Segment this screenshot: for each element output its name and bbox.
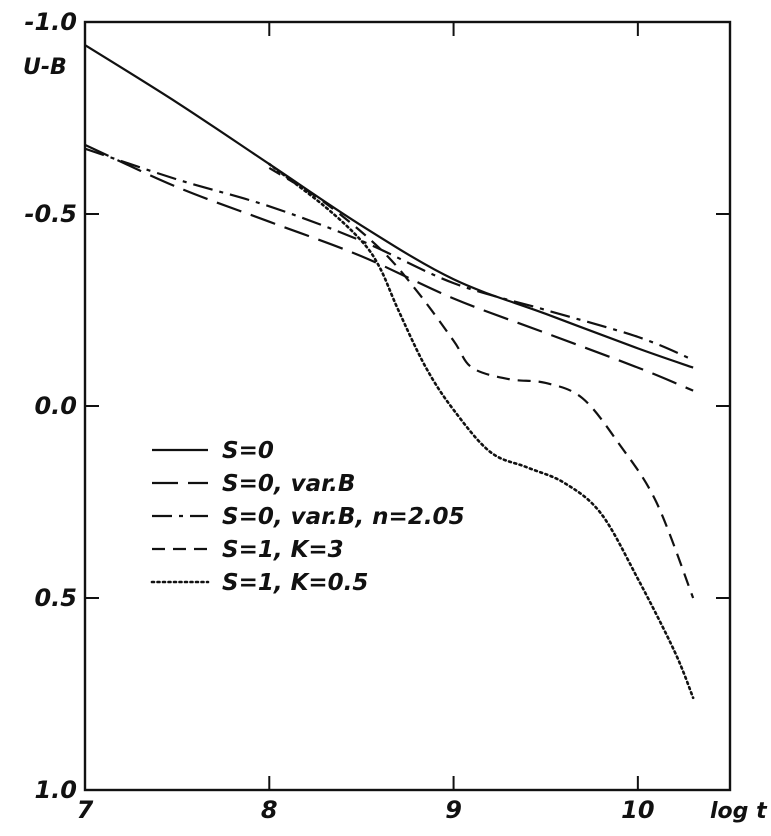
y-tick-label: -0.5 xyxy=(25,200,77,228)
legend-label: S=1, K=3 xyxy=(222,537,344,563)
x-tick-label: 7 xyxy=(77,796,94,824)
series-line-2 xyxy=(84,143,694,392)
series-line-5 xyxy=(267,162,695,700)
series-line-3 xyxy=(84,147,694,361)
x-axis-label: log t xyxy=(710,799,768,824)
x-tick-label: 9 xyxy=(445,796,462,824)
y-tick-label: 1.0 xyxy=(34,776,77,804)
y-tick-label: 0.0 xyxy=(34,392,77,420)
series-lines xyxy=(84,44,695,700)
legend: S=0 S=0, var.B S=0, var.B, n=2.05 S=1, K=3 S… xyxy=(150,438,465,596)
x-tick-label: 8 xyxy=(261,796,278,824)
legend-label: S=1, K=0.5 xyxy=(222,570,368,596)
axis-ticks: 7 8 9 10 -1.0 -0.5 0.0 0.5 1.0 xyxy=(25,8,730,824)
legend-label: S=0 xyxy=(222,438,274,464)
y-tick-label: 0.5 xyxy=(34,584,77,612)
legend-label: S=0, var.B, n=2.05 xyxy=(222,504,465,530)
series-line-4 xyxy=(268,166,695,599)
y-axis-label: U-B xyxy=(23,55,67,80)
x-tick-label: 10 xyxy=(621,796,654,824)
y-tick-label: -1.0 xyxy=(25,8,77,36)
legend-label: S=0, var.B xyxy=(222,471,355,497)
series-line-1 xyxy=(84,44,694,369)
